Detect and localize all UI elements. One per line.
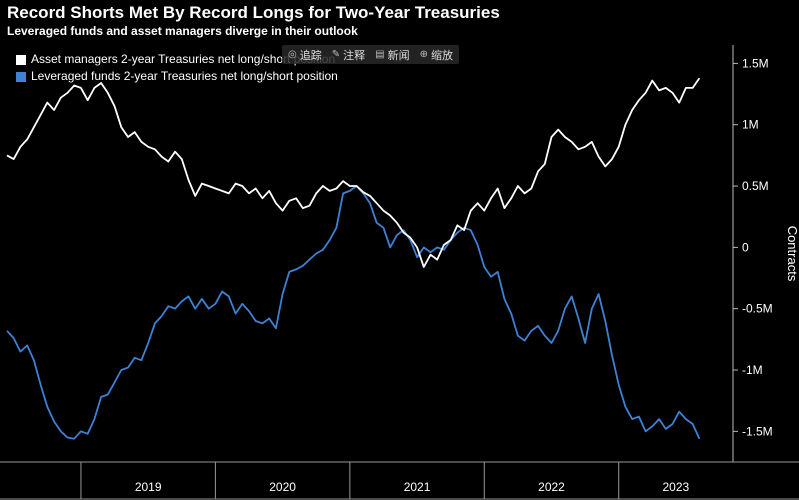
- series-line-asset-managers: [6, 77, 701, 268]
- legend-swatch-leveraged-funds: [16, 71, 26, 82]
- toolbar-news-button[interactable]: ▤ 新闻: [375, 47, 409, 63]
- legend-label-leveraged-funds: Leveraged funds 2-year Treasuries net lo…: [31, 69, 338, 83]
- toolbar-track-label: 追踪: [299, 49, 322, 62]
- legend-label-asset-managers: Asset managers 2-year Treasuries net lon…: [31, 52, 336, 66]
- toolbar-annotate-label: 注释: [343, 49, 366, 62]
- toolbar-zoom-label: 缩放: [430, 49, 453, 62]
- y-tick-label-0: 1.5M: [742, 56, 769, 70]
- toolbar-annotate-button[interactable]: ✎ 注释: [332, 47, 365, 63]
- chart-toolbar-overlay: ◎ 追踪 ✎ 注释 ▤ 新闻 ⊕ 缩放: [282, 45, 459, 64]
- chart-legend: Asset managers 2-year Treasuries net lon…: [16, 51, 338, 85]
- fingerprint-icon: ◎: [288, 49, 297, 60]
- y-tick-label-6: -1.5M: [742, 424, 773, 438]
- x-tick-label-2020: 2020: [269, 480, 296, 494]
- y-tick-label-3: 0: [742, 240, 749, 254]
- y-tick-label-4: -0.5M: [742, 302, 773, 316]
- note-icon: ✎: [331, 49, 341, 60]
- legend-swatch-asset-managers: [16, 54, 26, 65]
- news-icon: ▤: [375, 49, 385, 60]
- toolbar-news-label: 新闻: [387, 49, 410, 62]
- chart-title: Record Shorts Met By Record Longs for Tw…: [7, 3, 500, 22]
- x-tick-label-2019: 2019: [135, 480, 162, 494]
- chart-subtitle: Leveraged funds and asset managers diver…: [7, 24, 358, 38]
- y-tick-label-2: 0.5M: [742, 179, 769, 193]
- x-tick-label-2021: 2021: [404, 480, 431, 494]
- series-line-leveraged-funds: [6, 185, 701, 440]
- zoom-icon: ⊕: [419, 49, 428, 60]
- toolbar-zoom-button[interactable]: ⊕ 缩放: [420, 47, 453, 63]
- y-tick-label-5: -1M: [742, 363, 763, 377]
- legend-item-asset-managers: Asset managers 2-year Treasuries net lon…: [16, 51, 338, 68]
- x-tick-label-2023: 2023: [663, 480, 690, 494]
- legend-item-leveraged-funds: Leveraged funds 2-year Treasuries net lo…: [16, 68, 338, 85]
- y-axis-label: Contracts: [785, 226, 799, 282]
- y-tick-label-1: 1M: [742, 118, 759, 132]
- x-tick-label-2022: 2022: [538, 480, 565, 494]
- toolbar-track-button[interactable]: ◎ 追踪: [288, 47, 322, 63]
